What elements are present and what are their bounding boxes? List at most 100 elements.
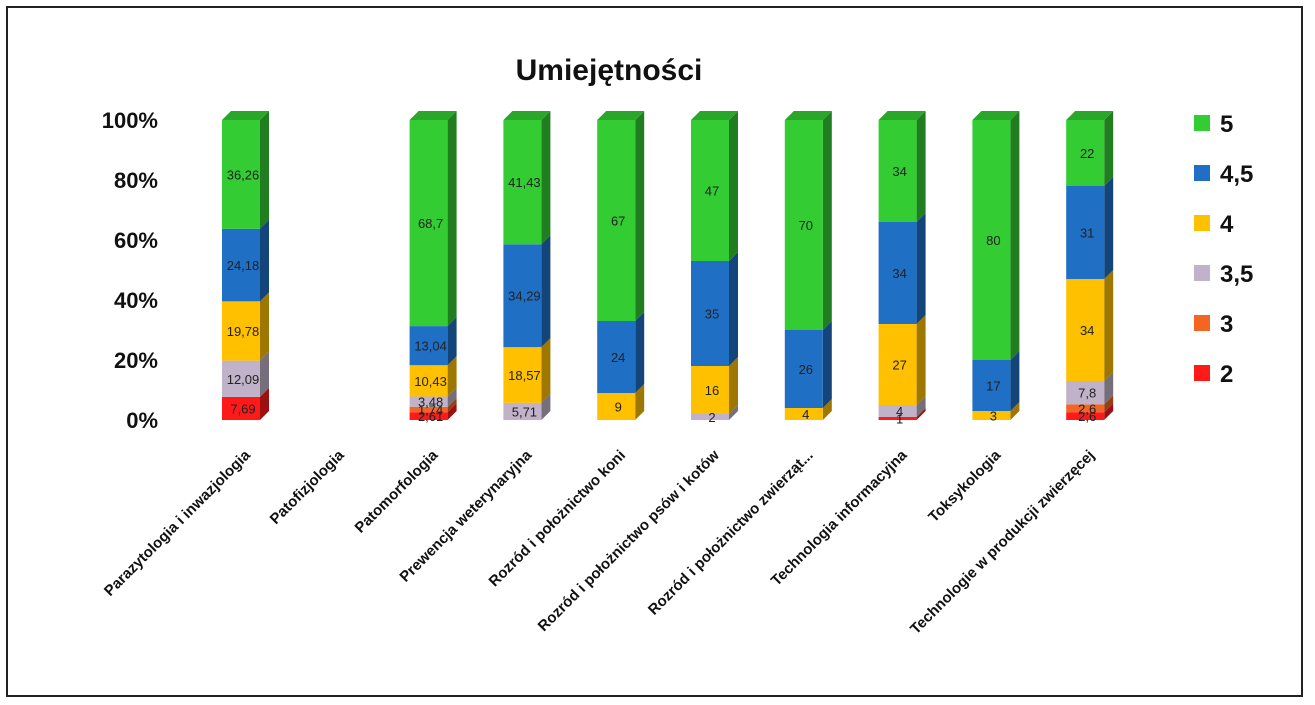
bar-segment [597, 321, 636, 393]
bar-segment [972, 360, 1011, 411]
bar-segment-side [260, 292, 269, 361]
bar-top-face [409, 111, 457, 120]
bar-segment [878, 120, 917, 222]
bar-segment [784, 120, 823, 330]
bar-segment-side [447, 387, 457, 407]
data-label: 36,26 [227, 167, 260, 182]
bar-segment-side [729, 357, 738, 414]
bar-stack [222, 111, 269, 420]
bar-top-face [784, 111, 832, 120]
bar-segment [691, 366, 729, 414]
bar-top-face [503, 111, 551, 120]
x-tick-label: Rozród i położnictwo zwierząt... [645, 447, 817, 619]
bar-segment [691, 414, 729, 420]
data-label: 13,04 [414, 339, 447, 354]
y-axis: 0% 20% 40% 60% 80% 100% [102, 108, 158, 433]
bar-segment-side [541, 111, 551, 245]
data-label: 67 [611, 214, 625, 229]
legend-label: 4 [1220, 211, 1234, 238]
data-label: 31 [1080, 226, 1094, 241]
legend-item: 4 [1194, 211, 1234, 238]
bar-segment [1066, 381, 1105, 405]
legend-swatch [1194, 115, 1210, 131]
bar-segment [503, 347, 542, 403]
bar-segment-side [635, 384, 645, 420]
data-label: 26 [799, 362, 813, 377]
bar-segment-side [1104, 395, 1114, 413]
bar-segment [222, 396, 260, 420]
data-label: 41,43 [508, 175, 541, 190]
legend-label: 5 [1220, 111, 1233, 138]
data-label: 7,69 [230, 401, 255, 416]
bar-segment-side [635, 111, 645, 321]
bar-segment [409, 396, 448, 407]
bar-segment [1066, 186, 1105, 279]
bar-segment-side [916, 111, 926, 222]
bar-segment [691, 120, 729, 261]
data-label: 70 [799, 218, 813, 233]
y-tick-label: 40% [114, 288, 158, 313]
legend-swatch [1194, 215, 1210, 231]
y-tick-label: 20% [114, 348, 158, 373]
bar-segment [409, 412, 448, 420]
data-label: 1,74 [418, 403, 443, 418]
data-label: 18,57 [508, 368, 541, 383]
bar-segment-side [916, 396, 926, 417]
data-label: 24,18 [227, 258, 260, 273]
x-axis: Parazytologia i inwazjologia Patofizjolog… [101, 446, 1098, 637]
legend-swatch [1194, 365, 1210, 381]
bar-stack [691, 111, 738, 420]
bar-segment [597, 120, 636, 321]
data-label: 10,43 [414, 374, 447, 389]
bar-segment [222, 228, 260, 302]
data-label: 16 [705, 383, 719, 398]
bar-segment [409, 120, 448, 327]
bar-segment-side [447, 403, 457, 420]
legend-label: 4,5 [1220, 161, 1253, 188]
data-label: 9 [615, 400, 622, 415]
x-tick-label: Parazytologia i inwazjologia [101, 446, 254, 599]
bar-stack [1066, 111, 1114, 420]
bar-segment-side [447, 317, 457, 366]
data-label: 34 [892, 266, 906, 281]
x-tick-label: Rozród i położnictwo psów i kotów [535, 447, 723, 635]
data-label: 24 [611, 350, 625, 365]
chart-title: Umiejętności [516, 54, 703, 87]
bar-segment-side [1104, 372, 1114, 405]
x-tick-label: Technologie w produkcji zwierzęcej [907, 447, 1098, 638]
bar-segment-side [822, 399, 832, 420]
data-label: 4 [896, 404, 903, 419]
bar-segment [878, 222, 917, 324]
bar-segment-side [822, 111, 832, 330]
data-label: 68,7 [418, 216, 443, 231]
bar-segment-side [1104, 177, 1114, 279]
data-label: 47 [705, 184, 719, 199]
bar-top-face [597, 111, 645, 120]
bar-segment-side [1104, 270, 1114, 381]
bar-segment-side [916, 408, 926, 420]
bar-segment-side [1104, 403, 1114, 420]
data-label: 2 [708, 410, 715, 425]
bar-segment [972, 411, 1011, 420]
x-tick-label: Patofizjologia [267, 446, 348, 527]
bar-segment [784, 408, 823, 420]
bar-stack [972, 111, 1020, 420]
bar-segment [878, 417, 917, 420]
bar-segment-side [822, 321, 832, 408]
data-label: 80 [986, 233, 1000, 248]
data-label: 34 [892, 164, 906, 179]
data-label: 4 [802, 407, 809, 422]
bar-segment [972, 120, 1011, 360]
x-tick-label: Toksykologia [925, 446, 1004, 525]
legend-item: 3 [1194, 311, 1233, 338]
bar-segment-side [447, 111, 457, 327]
data-label: 34,29 [508, 289, 541, 304]
bar-segment [691, 261, 729, 366]
bar-segment-side [260, 387, 269, 420]
data-label: 2,61 [418, 409, 443, 424]
chart-svg: Umiejętności 0% 20% 40% 60% 80% 100% 7,69 12,0… [101, 54, 1253, 638]
chart-frame: Umiejętności 0% 20% 40% 60% 80% 100% 7,69 12,0… [6, 6, 1303, 697]
x-tick-label: Patomorfologia [352, 446, 442, 536]
legend-swatch [1194, 165, 1210, 181]
bar-top-face [1066, 111, 1114, 120]
